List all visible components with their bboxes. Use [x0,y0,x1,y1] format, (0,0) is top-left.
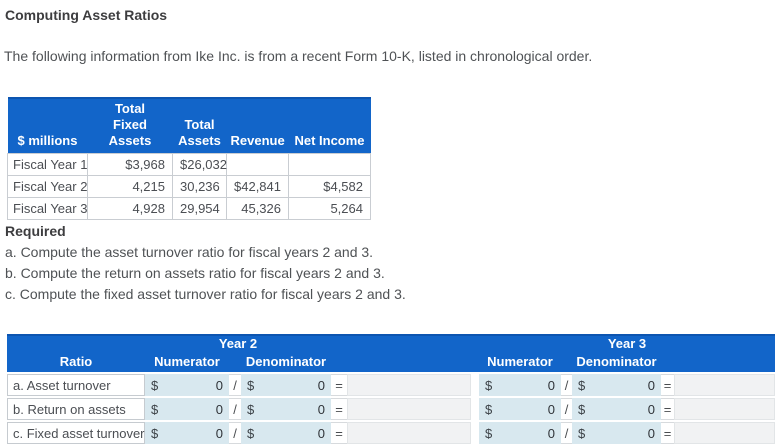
requirement-item-b: b. Compute the return on assets ratio fo… [5,265,385,281]
data-table-header-row: $ millions Total Fixed Assets Total Asse… [7,97,371,154]
year2-denominator-input-c[interactable]: $ 0 [241,422,331,444]
ratio-label-a: a. Asset turnover [7,374,145,396]
year2-denominator-input-a[interactable]: $ 0 [241,374,331,396]
page-title: Computing Asset Ratios [5,7,168,23]
table-cell: 4,928 [87,197,173,220]
table-cell: $26,032 [172,153,227,176]
year3-header: Year 3 [607,336,647,351]
dollar-sign: $ [247,377,255,393]
table-cell: 29,954 [172,197,227,220]
table-cell: $42,841 [226,175,289,198]
header-cell-fixed-assets: Total Fixed Assets [87,97,173,154]
year3-denominator-header: Denominator [576,354,657,369]
dollar-sign: $ [247,425,255,441]
year2-result-input-b[interactable] [347,398,471,420]
intro-text: The following information from Ike Inc. … [4,48,593,64]
table-cell [226,153,289,176]
year3-numerator-input-a[interactable]: $ 0 [479,374,561,396]
year2-numerator-header: Numerator [154,354,220,369]
divide-sign: / [229,374,241,396]
table-cell: $4,582 [288,175,371,198]
table-cell: 5,264 [288,197,371,220]
year2-result-input-c[interactable] [347,422,471,444]
required-section: Required a. Compute the asset turnover r… [5,223,406,305]
equals-sign: = [331,422,347,444]
dollar-sign: $ [578,401,586,417]
divide-sign: / [561,374,572,396]
equals-sign: = [661,398,674,420]
year2-denominator-input-b[interactable]: $ 0 [241,398,331,420]
year3-denominator-input-c[interactable]: $ 0 [572,422,661,444]
year3-numerator-input-c[interactable]: $ 0 [479,422,561,444]
row-label: Fiscal Year 1 [7,153,88,176]
year3-denominator-input-a[interactable]: $ 0 [572,374,661,396]
answer-table-header: Year 2 Year 3 Ratio Numerator Denominato… [7,334,775,372]
table-cell [288,153,371,176]
dollar-sign: $ [485,377,493,393]
column-spacer [471,398,479,420]
divide-sign: / [229,398,241,420]
header-cell-millions: $ millions [7,97,88,154]
ratio-label-c: c. Fixed asset turnover [7,422,145,444]
column-spacer [471,422,479,444]
table-row-fy3: Fiscal Year 3 4,928 29,954 45,326 5,264 [7,197,371,220]
ratio-column-header: Ratio [59,354,93,369]
dollar-sign: $ [151,377,159,393]
header-cell-total-assets: Total Assets [172,97,227,154]
year3-numerator-header: Numerator [487,354,553,369]
row-label: Fiscal Year 2 [7,175,88,198]
table-cell: 45,326 [226,197,289,220]
dollar-sign: $ [485,425,493,441]
table-cell: $3,968 [87,153,173,176]
answer-table-body: a. Asset turnover $ 0 / $ 0 = $ 0 / $ 0 … [7,374,775,444]
column-spacer [471,374,479,396]
table-row-fy2: Fiscal Year 2 4,215 30,236 $42,841 $4,58… [7,175,371,198]
dollar-sign: $ [151,425,159,441]
financial-data-table: $ millions Total Fixed Assets Total Asse… [7,97,371,220]
table-cell: 4,215 [87,175,173,198]
year3-result-input-c[interactable] [674,422,775,444]
dollar-sign: $ [485,401,493,417]
year2-numerator-input-c[interactable]: $ 0 [145,422,229,444]
dollar-sign: $ [151,401,159,417]
requirement-item-c: c. Compute the fixed asset turnover rati… [5,286,406,302]
year3-result-input-a[interactable] [674,374,775,396]
answer-table: Year 2 Year 3 Ratio Numerator Denominato… [7,334,775,444]
dollar-sign: $ [247,401,255,417]
table-row-fy1: Fiscal Year 1 $3,968 $26,032 [7,153,371,176]
dollar-sign: $ [578,425,586,441]
year3-denominator-input-b[interactable]: $ 0 [572,398,661,420]
year2-numerator-input-b[interactable]: $ 0 [145,398,229,420]
dollar-sign: $ [578,377,586,393]
equals-sign: = [661,422,674,444]
year3-result-input-b[interactable] [674,398,775,420]
year3-numerator-input-b[interactable]: $ 0 [479,398,561,420]
divide-sign: / [229,422,241,444]
year2-denominator-header: Denominator [245,354,327,369]
ratio-label-b: b. Return on assets [7,398,145,420]
required-heading: Required [5,223,66,239]
equals-sign: = [331,398,347,420]
equals-sign: = [661,374,674,396]
divide-sign: / [561,422,572,444]
divide-sign: / [561,398,572,420]
equals-sign: = [331,374,347,396]
row-label: Fiscal Year 3 [7,197,88,220]
year2-numerator-input-a[interactable]: $ 0 [145,374,229,396]
header-cell-net-income: Net Income [288,97,371,154]
year2-result-input-a[interactable] [347,374,471,396]
table-cell: 30,236 [172,175,227,198]
requirement-item-a: a. Compute the asset turnover ratio for … [5,244,374,260]
year2-header: Year 2 [218,336,258,351]
header-cell-revenue: Revenue [226,97,289,154]
